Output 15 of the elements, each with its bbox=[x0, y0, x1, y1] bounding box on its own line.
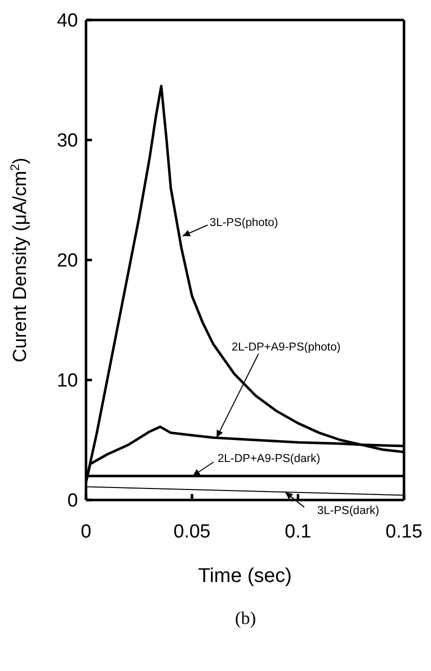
x-tick-label: 0.05 bbox=[174, 521, 210, 542]
annotation: 2L-DP+A9-PS(dark) bbox=[218, 453, 320, 465]
x-tick-label: 0 bbox=[80, 521, 92, 542]
annotation: 2L-DP+A9-PS(photo) bbox=[232, 342, 341, 354]
x-tick-label: 0.15 bbox=[386, 521, 422, 542]
y-tick-label: 30 bbox=[56, 130, 78, 152]
y-tick-label: 20 bbox=[56, 250, 78, 272]
annotation: 3L-PS(photo) bbox=[210, 217, 278, 229]
y-tick-label: 10 bbox=[56, 370, 78, 392]
y-tick-label: 0 bbox=[67, 490, 78, 512]
y-tick-label: 40 bbox=[56, 10, 78, 32]
x-axis-title: Time (sec) bbox=[198, 565, 292, 587]
x-tick-label: 0.1 bbox=[284, 521, 312, 542]
text: (b) bbox=[234, 608, 257, 629]
annotation: 3L-PS(dark) bbox=[317, 505, 380, 518]
